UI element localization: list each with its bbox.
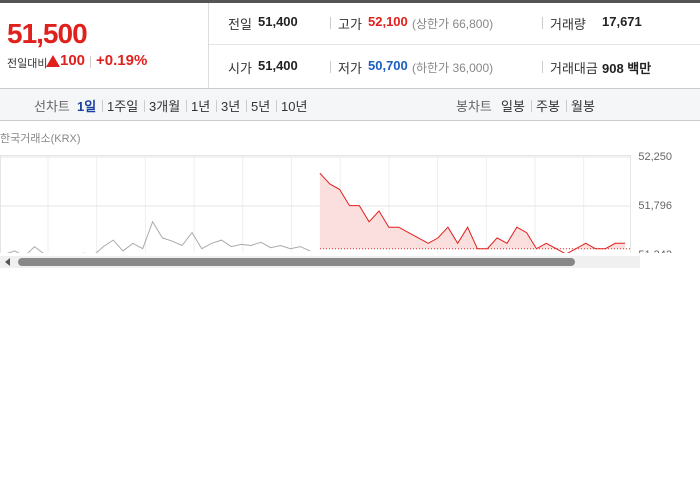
separator <box>276 100 277 112</box>
tab[interactable]: 10년 <box>281 99 308 114</box>
tab[interactable]: 3년 <box>221 99 241 114</box>
row-divider <box>209 44 700 45</box>
change-rate: +0.19% <box>96 52 148 69</box>
quote-box: 51,500 전일대비 100 +0.19% <box>0 3 209 88</box>
separator <box>186 100 187 112</box>
frame <box>0 155 631 253</box>
tab[interactable]: 3개월 <box>149 99 181 114</box>
value: 908 백만 <box>602 61 652 76</box>
label: 저가 <box>338 61 362 76</box>
value: 17,671 <box>602 14 642 29</box>
source: 한국거래소(KRX) <box>0 133 81 145</box>
separator <box>144 100 145 112</box>
tab[interactable]: 1일 <box>77 99 97 114</box>
separator <box>216 100 217 112</box>
value: 52,100 <box>368 14 408 29</box>
tab[interactable]: 1주일 <box>107 99 139 114</box>
top-border <box>0 0 700 3</box>
area-fill <box>319 173 626 249</box>
tab-label: 선차트 <box>34 99 70 114</box>
separator <box>102 100 103 112</box>
tab[interactable]: 월봉 <box>571 99 595 114</box>
separator <box>566 100 567 112</box>
tab[interactable]: 1년 <box>191 99 211 114</box>
tab-bar <box>0 88 700 121</box>
separator <box>90 56 91 68</box>
separator <box>330 17 331 29</box>
y-tick-label: 51,342 <box>638 249 672 261</box>
scrollbar[interactable] <box>0 256 640 268</box>
scroll-left[interactable] <box>4 258 12 266</box>
separator <box>330 61 331 73</box>
tab[interactable]: 5년 <box>251 99 271 114</box>
plot: 52,250 51,796 51,342 <box>0 151 672 261</box>
change-label: 전일대비 <box>7 58 48 70</box>
note: (상한가 66,800) <box>412 17 494 31</box>
series-line <box>6 220 311 253</box>
label: 거래량 <box>550 17 586 32</box>
label: 시가 <box>228 61 252 76</box>
series-line <box>319 172 626 253</box>
separator <box>246 100 247 112</box>
tab-label: 봉차트 <box>456 99 492 114</box>
scroll-thumb[interactable] <box>18 258 575 266</box>
price: 51,500 <box>7 18 88 49</box>
separator <box>542 61 543 73</box>
y-tick-label: 51,796 <box>638 200 672 212</box>
change: 100 <box>60 52 86 69</box>
chart: 52,250 51,796 51,342 <box>0 151 672 261</box>
separator <box>531 100 532 112</box>
y-tick-label: 52,250 <box>638 151 672 163</box>
tab[interactable]: 일봉 <box>501 99 525 114</box>
note: (하한가 36,000) <box>412 61 494 75</box>
label: 거래대금 <box>550 61 598 76</box>
label: 전일 <box>228 17 252 32</box>
label: 고가 <box>338 17 362 32</box>
tab[interactable]: 주봉 <box>536 99 560 114</box>
value: 50,700 <box>368 58 408 73</box>
value: 51,400 <box>258 58 298 73</box>
separator <box>542 17 543 29</box>
value: 51,400 <box>258 14 298 29</box>
up-icon <box>46 55 60 67</box>
